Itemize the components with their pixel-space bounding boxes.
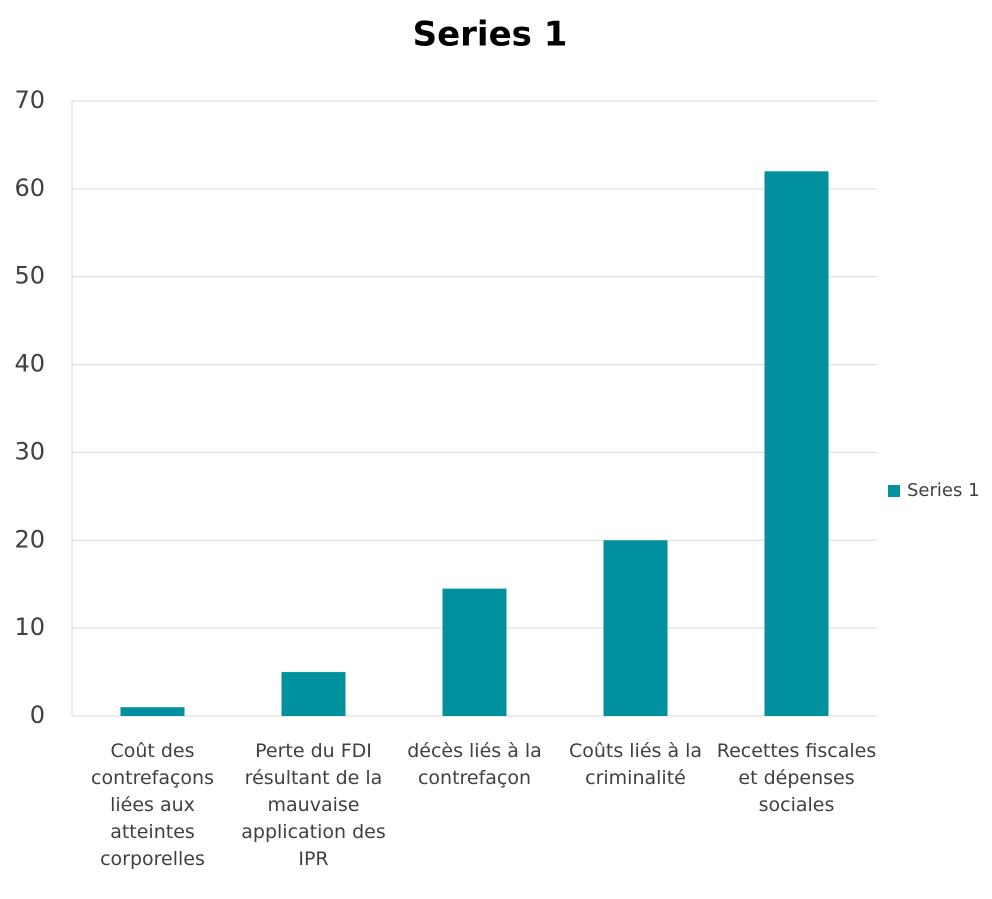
bar: [442, 588, 507, 716]
x-tick-label: Coûts liés à la criminalité: [568, 740, 703, 789]
bar: [603, 540, 668, 716]
x-tick-label: Coût des contrefaçons liées aux atteinte…: [91, 740, 214, 870]
y-tick-label: 50: [14, 262, 45, 290]
x-tick-label: Recettes fiscales et dépenses sociales: [716, 740, 877, 816]
y-tick-label: 30: [14, 437, 45, 465]
y-tick-label: 20: [14, 525, 45, 553]
chart-title: Series 1: [413, 15, 568, 55]
bar: [281, 672, 346, 716]
bar: [120, 707, 185, 716]
legend-label: Series 1: [907, 480, 980, 501]
y-tick-label: 40: [14, 350, 45, 378]
x-tick-label: Perte du FDI résultant de la mauvaise ap…: [241, 740, 386, 870]
legend-swatch: [888, 485, 900, 497]
x-tick-label: décès liés à la contrefaçon: [407, 740, 542, 789]
bar: [764, 171, 829, 717]
y-tick-label: 10: [14, 613, 45, 641]
y-tick-label: 70: [14, 86, 45, 114]
y-tick-label: 0: [30, 701, 45, 729]
y-tick-label: 60: [14, 174, 45, 202]
